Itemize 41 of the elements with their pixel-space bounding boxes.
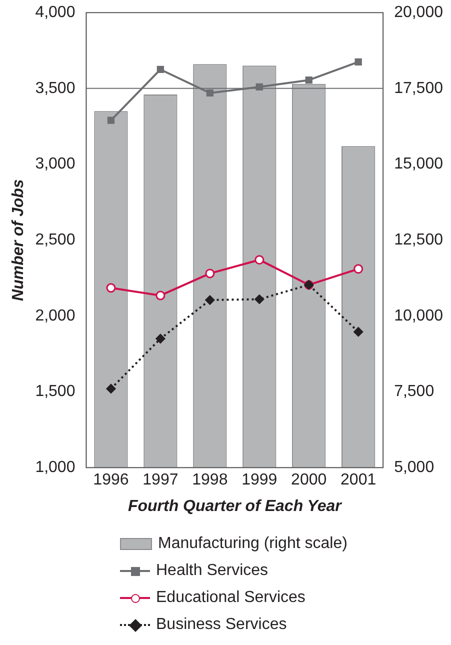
point — [107, 116, 115, 124]
point — [305, 76, 312, 84]
y2-tick-label: 17,500 — [394, 80, 444, 97]
y-axis-title: Number of Jobs — [10, 179, 28, 301]
x-tick-label: 1998 — [192, 472, 228, 489]
y-tick-label: 1,500 — [35, 383, 76, 400]
point — [254, 294, 264, 304]
point — [354, 58, 362, 66]
point — [156, 66, 164, 74]
y-tick-label: 2,000 — [35, 307, 76, 324]
legend-label: Educational Services — [156, 588, 306, 606]
y-tick-label: 3,500 — [35, 80, 76, 97]
y2-tick-label: 15,000 — [394, 156, 444, 173]
point — [354, 327, 364, 337]
point — [156, 334, 166, 344]
point — [354, 264, 364, 274]
y2-tick-label: 5,000 — [394, 459, 434, 476]
y2-tick-label: 7,500 — [394, 383, 434, 400]
point — [156, 290, 166, 300]
x-axis-title: Fourth Quarter of Each Year — [128, 498, 342, 515]
x-tick-label: 1996 — [93, 472, 129, 489]
point — [206, 89, 214, 97]
series-label: Manufacturing (right scale) — [158, 534, 348, 552]
x-tick-label: 1999 — [242, 472, 278, 489]
point — [106, 384, 116, 394]
y-tick-label: 2,500 — [35, 232, 76, 249]
legend-label: Health Services — [156, 562, 268, 580]
y-tick-label: 3,000 — [35, 156, 76, 173]
y-tick-label: 1,000 — [35, 459, 76, 476]
point — [205, 295, 215, 305]
point — [254, 255, 264, 265]
y2-tick-label: 20,000 — [394, 4, 444, 22]
x-tick-label: 2000 — [291, 472, 327, 489]
legend-label: Business Services — [156, 616, 287, 634]
x-tick-label: 1997 — [142, 472, 178, 489]
y2-tick-label: 12,500 — [394, 232, 444, 249]
y2-tick-label: 10,000 — [394, 307, 444, 324]
point — [106, 283, 116, 293]
point — [205, 268, 215, 278]
y-tick-label: 4,000 — [35, 4, 76, 22]
x-tick-label: 2001 — [340, 472, 376, 489]
